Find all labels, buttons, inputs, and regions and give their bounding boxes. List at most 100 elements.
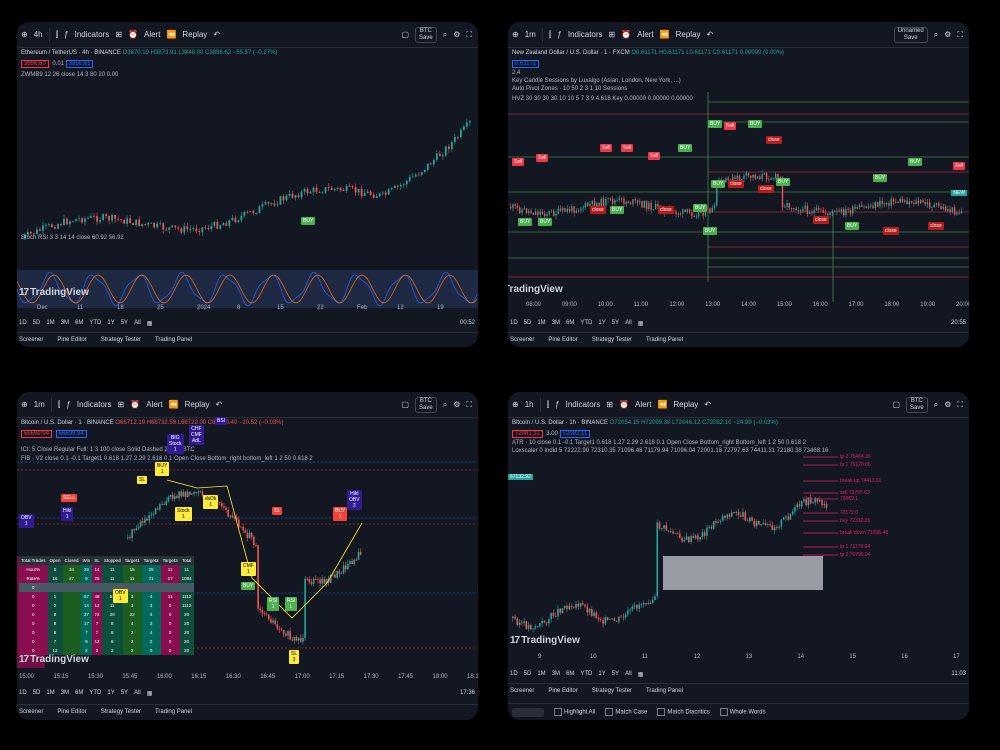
range-5y[interactable]: 5Y	[611, 320, 620, 326]
indicator-legend-2[interactable]: Auto Pivot Zones · 10 50 2 3 1 10 Sessio…	[512, 86, 628, 92]
tab-strategy-tester[interactable]: Strategy Tester	[100, 337, 141, 343]
range-ytd[interactable]: YTD	[89, 320, 102, 326]
alert-icon[interactable]: ⏰	[128, 30, 138, 39]
find-option-match-case[interactable]: Match Case	[605, 708, 647, 716]
indicators-icon[interactable]: ƒ	[557, 30, 562, 39]
buy-price[interactable]: 72082.11	[559, 430, 591, 438]
tab-trading-panel[interactable]: Trading Panel	[645, 688, 684, 694]
range-5y[interactable]: 5Y	[120, 320, 129, 326]
tab-trading-panel[interactable]: Trading Panel	[154, 709, 193, 715]
layout-icon[interactable]: ▢	[401, 400, 410, 409]
replay-button[interactable]: Replay	[182, 30, 208, 39]
replay-icon[interactable]: ⏪	[166, 30, 177, 39]
time-axis[interactable]: Dec 11 18 25 2024 8 15 22 Feb 12 19	[17, 303, 478, 315]
time-axis[interactable]: 15:00 15:15 15:30 15:45 16:00 16:15 16:30 16:45…	[17, 672, 478, 684]
fullscreen-icon[interactable]: ⛶	[957, 29, 963, 39]
undo-icon[interactable]: ↶	[704, 400, 712, 409]
range-5y[interactable]: 5Y	[611, 671, 620, 677]
tab-strategy-tester[interactable]: Strategy Tester	[100, 709, 141, 715]
find-option-highlight-all[interactable]: Highlight All	[554, 708, 595, 716]
bar-style-icon[interactable]: ⫿	[57, 399, 61, 409]
range-5y[interactable]: 5Y	[120, 690, 129, 696]
layout-icon[interactable]: ▢	[892, 400, 901, 409]
indicators-icon[interactable]: ƒ	[555, 400, 560, 409]
find-option-match-diacritics[interactable]: Match Diacritics	[657, 708, 710, 716]
range-1m[interactable]: 1M	[537, 320, 546, 326]
indicator-legend-2[interactable]: FIB · V2 close 0.1 -0.1 Target1 0.618 1.…	[21, 456, 313, 462]
buy-price[interactable]: 3856.61	[65, 60, 94, 68]
indicators-button[interactable]: Indicators	[74, 30, 110, 39]
range-3m[interactable]: 3M	[60, 320, 70, 326]
indicators-button[interactable]: Indicators	[567, 30, 603, 39]
indicator-legend-1[interactable]: ATR · 10 close 0.1 -0.1 Target1 0.618 1.…	[512, 440, 806, 446]
range-1m[interactable]: 1M	[46, 320, 55, 326]
range-6m[interactable]: 6M	[566, 320, 575, 326]
indicators-button[interactable]: Indicators	[76, 400, 112, 409]
range-1y[interactable]: 1Y	[107, 320, 115, 326]
undo-icon[interactable]: ↶	[215, 400, 223, 409]
range-1d[interactable]: 1D	[510, 320, 518, 326]
indicator-legend-3[interactable]: HVZ 30 30 30 30 10 10 5 7 3 9 4.618 Key …	[512, 96, 693, 102]
settings-icon[interactable]: ⚙	[944, 30, 952, 39]
tab-strategy-tester[interactable]: Strategy Tester	[591, 688, 632, 694]
plus-icon[interactable]: ⊕	[512, 400, 519, 409]
price-box[interactable]: 0.61171	[512, 60, 540, 68]
checkbox[interactable]	[605, 708, 614, 716]
indicators-icon[interactable]: ƒ	[66, 400, 71, 409]
plus-icon[interactable]: ⊕	[21, 400, 28, 409]
tab-screener[interactable]: Screener	[19, 709, 44, 715]
save-layout-badge[interactable]: BTC Save	[415, 26, 437, 43]
find-input[interactable]	[512, 707, 544, 717]
fullscreen-icon[interactable]: ⛶	[466, 29, 472, 39]
symbol-title[interactable]: Bitcoin / U.S. Dollar · 1h · BINANCE	[512, 420, 609, 426]
search-icon[interactable]: ⌕	[442, 29, 448, 39]
range-all[interactable]: All	[134, 690, 141, 696]
replay-button[interactable]: Replay	[675, 30, 701, 39]
range-5d[interactable]: 5D	[32, 320, 41, 326]
price-chart[interactable]	[508, 62, 969, 302]
time-axis[interactable]: 08:00 09:00 10:00 11:00 12:00 13:00 14:00 15:00…	[508, 300, 969, 312]
alert-button[interactable]: Alert	[637, 30, 654, 39]
indicator-legend-1[interactable]: ZWMB9 12 26 close 14 3 80 20 0.00	[21, 72, 119, 78]
undo-icon[interactable]: ↶	[213, 30, 221, 39]
indicator-legend-2[interactable]: Loxscaler 0 Indid 5 72222.90 72310.35 71…	[512, 448, 829, 454]
save-layout-badge[interactable]: BTC Save	[906, 396, 928, 413]
settings-icon[interactable]: ⚙	[453, 30, 461, 39]
symbol-title[interactable]: Ethereum / TetherUS · 4h · BINANCE	[21, 50, 121, 56]
range-1y[interactable]: 1Y	[107, 690, 115, 696]
price-chart[interactable]	[508, 418, 969, 658]
sell-price[interactable]: 3856.60	[21, 60, 49, 68]
templates-icon[interactable]: ⊞	[606, 400, 614, 409]
calendar-icon[interactable]: ▦	[146, 320, 153, 327]
range-all[interactable]: All	[625, 671, 632, 677]
search-icon[interactable]: ⌕	[933, 29, 939, 39]
range-ytd[interactable]: YTD	[89, 690, 102, 696]
bar-style-icon[interactable]: ⫿	[548, 29, 552, 39]
interval-button[interactable]: 4h	[33, 30, 43, 39]
tab-trading-panel[interactable]: Trading Panel	[154, 337, 193, 343]
time-axis[interactable]: 9 10 11 12 13 14 15 16 17	[508, 652, 969, 664]
tab-pine-editor[interactable]: Pine Editor	[548, 688, 578, 694]
range-6m[interactable]: 6M	[75, 320, 84, 326]
tab-screener[interactable]: Screener	[19, 337, 44, 343]
tab-pine-editor[interactable]: Pine Editor	[548, 337, 578, 343]
tab-trading-panel[interactable]: Trading Panel	[645, 337, 684, 343]
range-6m[interactable]: 6M	[75, 690, 84, 696]
indicator-legend-2[interactable]: Stoch RSI 3 3 14 14 close 60.92 56.92	[21, 235, 124, 241]
calendar-icon[interactable]: ▦	[637, 320, 644, 327]
range-1d[interactable]: 1D	[510, 671, 518, 677]
undo-icon[interactable]: ↶	[706, 30, 714, 39]
indicators-icon[interactable]: ƒ	[64, 30, 69, 39]
sell-price[interactable]: 72081.11	[512, 430, 543, 438]
indicator-legend-1[interactable]: Key Candle Sessions by Luxalgo (Asian, L…	[512, 78, 681, 84]
templates-icon[interactable]: ⊞	[608, 30, 616, 39]
bar-style-icon[interactable]: ⫿	[55, 29, 59, 39]
layout-icon[interactable]: ▢	[401, 30, 410, 39]
fullscreen-icon[interactable]: ⛶	[466, 399, 472, 409]
interval-button[interactable]: 1m	[524, 30, 536, 39]
price-chart[interactable]	[17, 48, 478, 313]
save-layout-badge[interactable]: BTC Save	[415, 396, 437, 413]
range-1m[interactable]: 1M	[46, 690, 55, 696]
alert-icon[interactable]: ⏰	[621, 30, 632, 39]
range-1y[interactable]: 1Y	[598, 320, 606, 326]
